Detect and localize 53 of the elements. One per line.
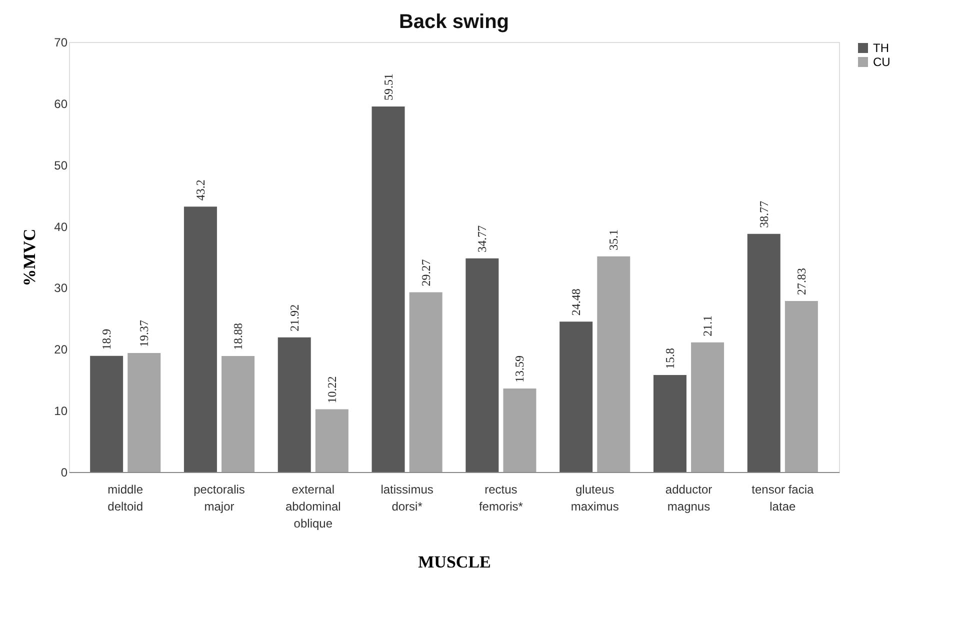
y-tick-label: 70 — [54, 36, 68, 50]
x-tick-label: tensor facia latae — [752, 482, 814, 514]
x-tick-label: adductor magnus — [665, 482, 712, 514]
bar — [222, 356, 255, 472]
y-tick-label: 40 — [54, 220, 68, 234]
data-label: 13.59 — [512, 356, 527, 383]
bar — [653, 374, 686, 472]
data-label: 21.1 — [700, 315, 715, 336]
bar — [466, 258, 499, 472]
bar — [372, 106, 405, 472]
data-label: 21.92 — [287, 304, 302, 332]
legend-label: TH — [873, 41, 889, 55]
x-tick-label: gluteus maximus — [570, 482, 619, 514]
bar — [747, 234, 780, 472]
chart-title: Back swing — [398, 11, 510, 33]
data-label: 18.88 — [231, 323, 246, 350]
bar — [409, 292, 442, 472]
bar — [184, 206, 217, 472]
bar — [784, 301, 818, 472]
y-tick-label: 60 — [54, 96, 68, 111]
data-label: 27.83 — [794, 268, 808, 296]
x-tick-label: latissimus dorsi* — [380, 482, 434, 514]
data-label: 29.27 — [418, 259, 433, 286]
y-tick-label: 30 — [54, 281, 68, 296]
x-axis-title: MUSCLE — [418, 552, 491, 572]
y-tick-label: 20 — [54, 342, 68, 357]
bar — [691, 342, 724, 472]
y-tick-label: 50 — [54, 158, 68, 172]
y-tick-label: 10 — [54, 404, 68, 418]
data-label: 19.37 — [137, 320, 152, 348]
data-label: 18.9 — [100, 328, 114, 350]
bar — [128, 353, 161, 472]
x-tick-label: middle deltoid — [108, 482, 144, 514]
data-label: 35.1 — [606, 229, 621, 250]
bar — [315, 409, 348, 472]
legend-label: CU — [873, 55, 890, 69]
bar — [560, 322, 593, 472]
bar — [503, 388, 536, 472]
x-tick-label: rectus femoris* — [478, 482, 524, 514]
data-label: 38.77 — [756, 200, 771, 228]
x-tick-label: external abdominal oblique — [285, 482, 341, 530]
data-label: 15.8 — [662, 348, 677, 369]
y-axis-title: %MVC — [20, 228, 40, 286]
y-tick-label: 0 — [60, 466, 68, 480]
data-label: 43.2 — [193, 180, 208, 201]
bar — [597, 256, 630, 472]
data-label: 10.22 — [324, 376, 339, 404]
data-label: 59.51 — [381, 73, 396, 100]
x-tick-label: pectoralis major — [194, 482, 245, 514]
data-label: 34.77 — [475, 225, 490, 252]
data-label: 24.48 — [569, 288, 584, 316]
bar — [278, 337, 311, 472]
bar — [90, 356, 124, 472]
